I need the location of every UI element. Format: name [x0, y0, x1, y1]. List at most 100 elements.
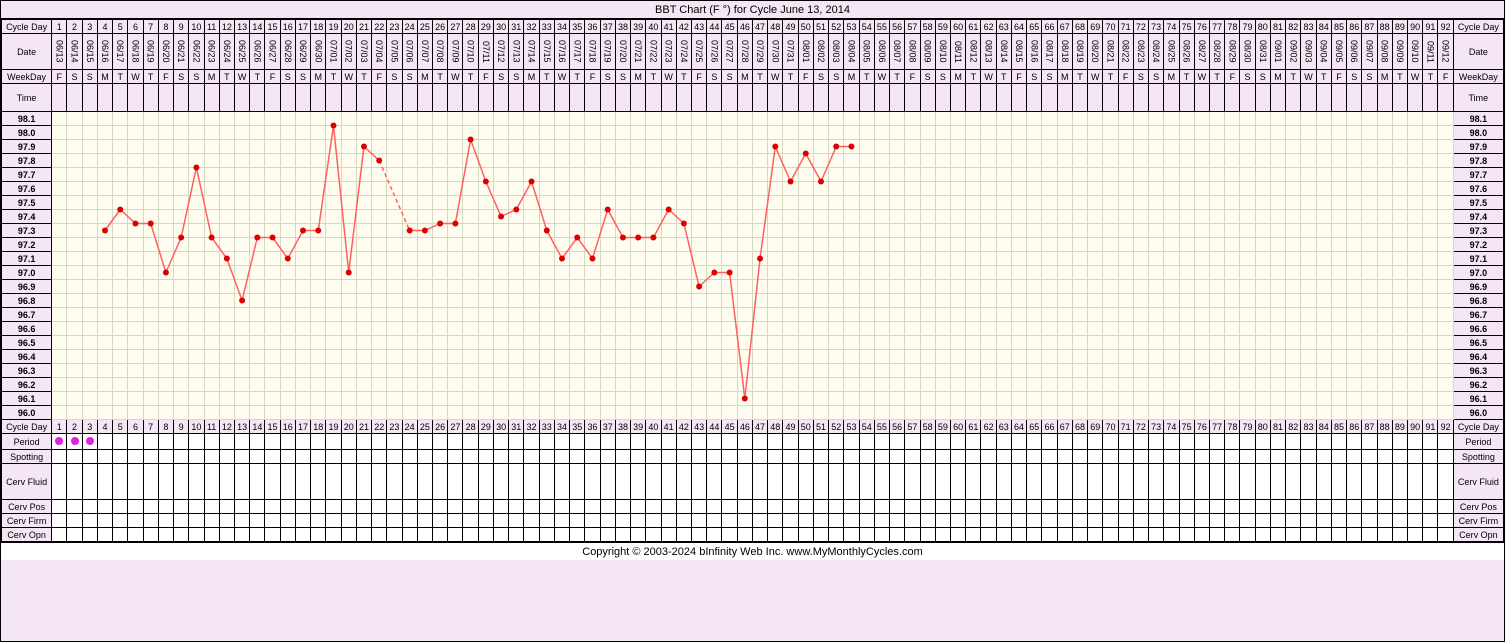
- cell: [890, 210, 905, 224]
- cell: [387, 528, 402, 542]
- cell: [174, 112, 189, 126]
- cell: [768, 294, 783, 308]
- cell: [204, 514, 219, 528]
- cell: [1164, 464, 1179, 500]
- cell: T: [250, 70, 265, 84]
- cell: [448, 154, 463, 168]
- cell: [554, 154, 569, 168]
- cell: [890, 392, 905, 406]
- cell: [67, 294, 82, 308]
- cell: [509, 364, 524, 378]
- cell: [1179, 210, 1194, 224]
- cell: [1164, 112, 1179, 126]
- cell: [433, 140, 448, 154]
- cell: [661, 322, 676, 336]
- cell: [1149, 210, 1164, 224]
- row-label-left: 97.6: [2, 182, 52, 196]
- cell: [890, 364, 905, 378]
- cell: [113, 322, 128, 336]
- cell: [250, 252, 265, 266]
- cell: [539, 336, 554, 350]
- cell: [844, 84, 859, 112]
- cell: [585, 168, 600, 182]
- row-label-right: Spotting: [1453, 450, 1503, 464]
- cell: [1316, 308, 1331, 322]
- cell: [890, 500, 905, 514]
- cell: [113, 406, 128, 420]
- cell: [570, 294, 585, 308]
- cell: [463, 280, 478, 294]
- cell: [829, 126, 844, 140]
- cell: [585, 336, 600, 350]
- cell: [874, 336, 889, 350]
- cell: [97, 336, 112, 350]
- cell: [1286, 450, 1301, 464]
- cell: [1438, 500, 1453, 514]
- cell: [1225, 210, 1240, 224]
- cell: [707, 308, 722, 322]
- cell: [707, 112, 722, 126]
- cell: [905, 350, 920, 364]
- cell: 84: [1316, 20, 1331, 34]
- cell: 61: [966, 420, 981, 434]
- cell: [676, 378, 691, 392]
- cell: [174, 464, 189, 500]
- cell: [1301, 322, 1316, 336]
- cell: 78: [1225, 20, 1240, 34]
- cell: [387, 266, 402, 280]
- cell: [311, 266, 326, 280]
- cell: [844, 224, 859, 238]
- cell: [996, 364, 1011, 378]
- cell: [280, 464, 295, 500]
- cell: [1103, 336, 1118, 350]
- cell: 51: [813, 20, 828, 34]
- cell: [311, 308, 326, 322]
- cell: [1011, 168, 1026, 182]
- cell: [981, 434, 996, 450]
- cell: [661, 364, 676, 378]
- cell: [798, 308, 813, 322]
- cell: [280, 406, 295, 420]
- cell: [707, 528, 722, 542]
- cell: [250, 528, 265, 542]
- cell: [798, 350, 813, 364]
- cell: [646, 500, 661, 514]
- row-label-right: Date: [1453, 34, 1503, 70]
- cell: [250, 322, 265, 336]
- cell: [1057, 450, 1072, 464]
- cell: [1240, 112, 1255, 126]
- cell: [1270, 210, 1285, 224]
- grid-area: Cycle Day1234567891011121314151617181920…: [1, 19, 1504, 542]
- cell: [1194, 238, 1209, 252]
- cell: [1240, 500, 1255, 514]
- cell: [387, 336, 402, 350]
- cell: [798, 392, 813, 406]
- cell: [966, 392, 981, 406]
- cell: [1316, 154, 1331, 168]
- cell: 30: [493, 420, 508, 434]
- cell: [128, 528, 143, 542]
- cell: [82, 336, 97, 350]
- cell: 08/25: [1164, 34, 1179, 70]
- cell: [1042, 378, 1057, 392]
- cell: [204, 434, 219, 450]
- cell: [1133, 464, 1148, 500]
- cell: [356, 182, 371, 196]
- cell: 07/19: [600, 34, 615, 70]
- cell: [174, 252, 189, 266]
- cell: [631, 500, 646, 514]
- cell: [67, 514, 82, 528]
- cell: [204, 378, 219, 392]
- cell: [646, 210, 661, 224]
- cell: [1392, 140, 1407, 154]
- cell: [1072, 406, 1087, 420]
- cell: [1088, 196, 1103, 210]
- cell: [798, 378, 813, 392]
- cell: [722, 238, 737, 252]
- cell: [798, 252, 813, 266]
- cell: [1316, 266, 1331, 280]
- cell: [1423, 392, 1438, 406]
- row-label-right: Cerv Pos: [1453, 500, 1503, 514]
- cell: [722, 464, 737, 500]
- cell: [1133, 168, 1148, 182]
